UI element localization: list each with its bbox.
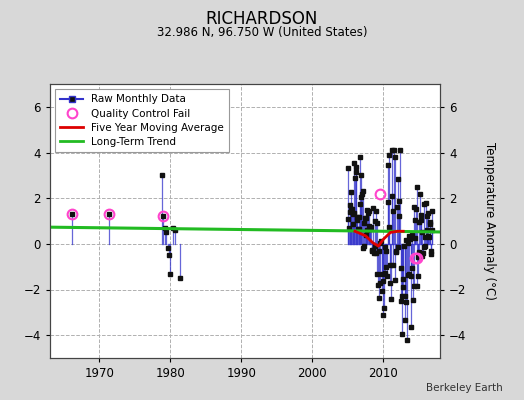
Legend: Raw Monthly Data, Quality Control Fail, Five Year Moving Average, Long-Term Tren: Raw Monthly Data, Quality Control Fail, … <box>55 89 230 152</box>
Y-axis label: Temperature Anomaly (°C): Temperature Anomaly (°C) <box>483 142 496 300</box>
Text: Berkeley Earth: Berkeley Earth <box>427 383 503 393</box>
Text: 32.986 N, 96.750 W (United States): 32.986 N, 96.750 W (United States) <box>157 26 367 39</box>
Text: RICHARDSON: RICHARDSON <box>206 10 318 28</box>
